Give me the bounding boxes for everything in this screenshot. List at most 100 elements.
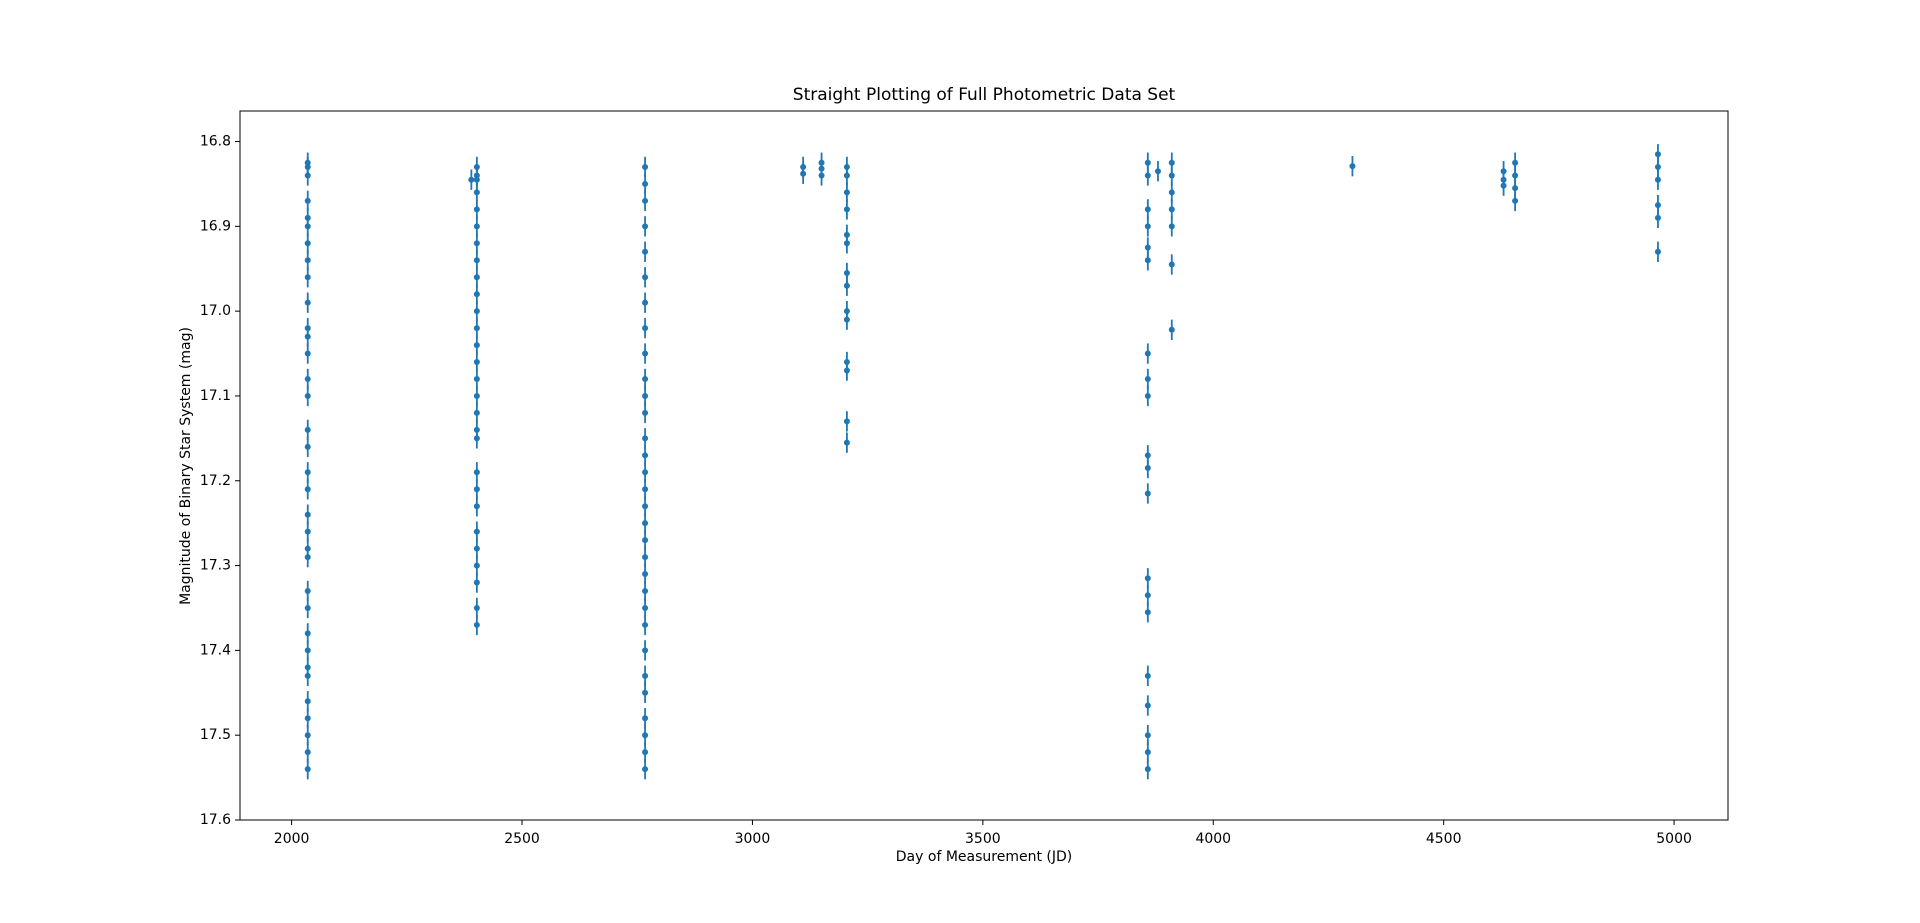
data-point: [1512, 172, 1519, 179]
data-point: [642, 375, 649, 382]
data-point: [473, 409, 480, 416]
data-point: [642, 435, 649, 442]
data-point: [1144, 575, 1151, 582]
data-point: [304, 257, 311, 264]
data-point: [642, 520, 649, 527]
y-tick-label: 17.1: [200, 388, 231, 404]
data-point: [843, 418, 850, 425]
data-point: [1349, 163, 1356, 170]
data-point: [1512, 185, 1519, 192]
data-point: [1168, 223, 1175, 230]
data-point: [473, 342, 480, 349]
data-point: [642, 749, 649, 756]
data-point: [1168, 206, 1175, 213]
data-point: [473, 274, 480, 281]
data-point: [1154, 168, 1161, 175]
data-point: [843, 439, 850, 446]
data-point: [1144, 702, 1151, 709]
data-point: [642, 409, 649, 416]
data-point: [843, 206, 850, 213]
data-point: [818, 172, 825, 179]
data-point: [843, 189, 850, 196]
data-point: [642, 392, 649, 399]
data-point: [473, 176, 480, 183]
data-point: [642, 248, 649, 255]
data-point: [1144, 392, 1151, 399]
data-point: [1654, 214, 1661, 221]
data-point: [1168, 261, 1175, 268]
x-tick-label: 3000: [735, 831, 771, 847]
data-point: [642, 571, 649, 578]
data-point: [1500, 182, 1507, 189]
data-point: [1654, 163, 1661, 170]
data-point: [473, 375, 480, 382]
data-point: [843, 282, 850, 289]
data-point: [1144, 465, 1151, 472]
data-point: [1144, 672, 1151, 679]
data-point: [304, 749, 311, 756]
data-point: [473, 503, 480, 510]
data-point: [843, 367, 850, 374]
data-point: [304, 766, 311, 773]
data-point: [642, 672, 649, 679]
data-point: [642, 325, 649, 332]
data-point: [642, 554, 649, 561]
data-point: [843, 269, 850, 276]
data-point: [1168, 189, 1175, 196]
y-tick-label: 17.4: [200, 642, 231, 658]
data-point: [304, 469, 311, 476]
data-point: [304, 486, 311, 493]
data-point: [304, 672, 311, 679]
data-point: [468, 176, 475, 183]
data-point: [304, 647, 311, 654]
data-point: [1512, 159, 1519, 166]
data-point: [473, 604, 480, 611]
data-point: [1144, 223, 1151, 230]
data-point: [1144, 172, 1151, 179]
data-point: [304, 588, 311, 595]
data-point: [1654, 151, 1661, 158]
y-tick-label: 17.3: [200, 558, 231, 574]
y-tick-label: 17.2: [200, 473, 231, 489]
data-point: [473, 469, 480, 476]
data-point: [304, 299, 311, 306]
x-tick-label: 5000: [1656, 831, 1692, 847]
data-point: [1168, 159, 1175, 166]
data-point: [1654, 176, 1661, 183]
data-point: [473, 579, 480, 586]
data-point: [642, 503, 649, 510]
plot-frame: [239, 110, 1729, 821]
data-point: [473, 206, 480, 213]
data-point: [304, 375, 311, 382]
data-point: [304, 528, 311, 535]
data-point: [473, 325, 480, 332]
data-point: [473, 257, 480, 264]
data-point: [1168, 172, 1175, 179]
data-point: [642, 647, 649, 654]
data-point: [1654, 248, 1661, 255]
data-point: [1144, 452, 1151, 459]
data-point: [843, 240, 850, 247]
x-tick-label: 4000: [1195, 831, 1231, 847]
data-point: [473, 545, 480, 552]
data-point: [473, 308, 480, 315]
x-tick-label: 2000: [274, 831, 310, 847]
data-point: [1168, 326, 1175, 333]
x-tick-label: 4500: [1426, 831, 1462, 847]
data-point: [304, 604, 311, 611]
data-point: [1144, 609, 1151, 616]
data-point: [304, 223, 311, 230]
data-point: [642, 223, 649, 230]
y-axis-label: Magnitude of Binary Star System (mag): [178, 327, 194, 605]
data-point: [473, 562, 480, 569]
data-point: [642, 163, 649, 170]
data-point: [304, 554, 311, 561]
data-point: [1144, 732, 1151, 739]
data-point: [1144, 257, 1151, 264]
y-tick-label: 16.8: [200, 134, 231, 150]
data-point: [642, 299, 649, 306]
y-tick-label: 17.5: [200, 727, 231, 743]
data-point: [473, 240, 480, 247]
data-point: [642, 732, 649, 739]
